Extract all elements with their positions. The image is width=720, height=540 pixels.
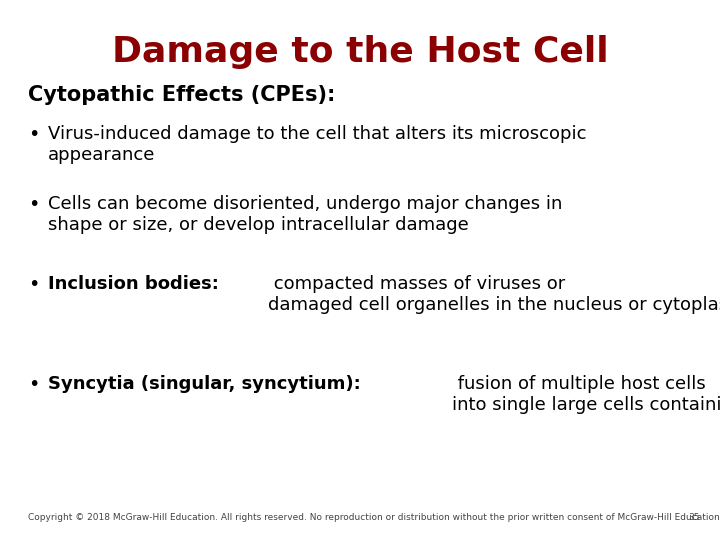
Text: Cytopathic Effects (CPEs):: Cytopathic Effects (CPEs): — [28, 85, 336, 105]
Text: 35: 35 — [688, 513, 700, 522]
Text: fusion of multiple host cells
into single large cells containing multiple nuclei: fusion of multiple host cells into singl… — [451, 375, 720, 414]
Text: Damage to the Host Cell: Damage to the Host Cell — [112, 35, 608, 69]
Text: Cells can become disoriented, undergo major changes in
shape or size, or develop: Cells can become disoriented, undergo ma… — [48, 195, 562, 234]
Text: Syncytia (singular, syncytium):: Syncytia (singular, syncytium): — [48, 375, 361, 393]
Text: Inclusion bodies:: Inclusion bodies: — [48, 275, 219, 293]
Text: •: • — [28, 275, 40, 294]
Text: •: • — [28, 125, 40, 144]
Text: compacted masses of viruses or
damaged cell organelles in the nucleus or cytopla: compacted masses of viruses or damaged c… — [269, 275, 720, 314]
Text: Copyright © 2018 McGraw-Hill Education. All rights reserved. No reproduction or : Copyright © 2018 McGraw-Hill Education. … — [28, 513, 720, 522]
Text: •: • — [28, 195, 40, 214]
Text: •: • — [28, 375, 40, 394]
Text: Virus-induced damage to the cell that alters its microscopic
appearance: Virus-induced damage to the cell that al… — [48, 125, 587, 164]
